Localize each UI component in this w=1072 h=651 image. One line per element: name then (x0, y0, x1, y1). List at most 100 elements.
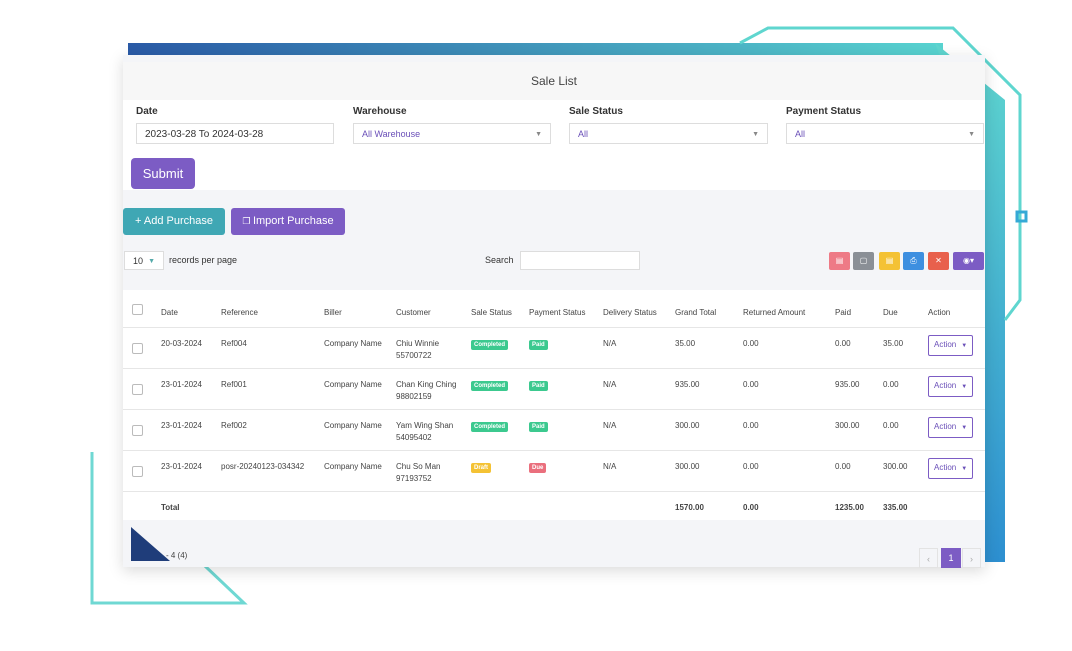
delete-button[interactable]: ✕ (928, 252, 949, 270)
action-button[interactable]: Action ▼ (928, 335, 974, 356)
cell: Paid (529, 368, 603, 410)
search-label: Search (485, 255, 514, 265)
action-button[interactable]: Action ▼ (928, 458, 974, 479)
cell: Ref002 (221, 409, 324, 451)
total-row: Total 1570.00 0.00 1235.00 335.00 (123, 492, 985, 521)
cell: Company Name (324, 368, 396, 410)
caret: ▼ (961, 466, 968, 472)
status-badge: Completed (471, 381, 509, 391)
action-button[interactable]: Action ▼ (928, 376, 974, 397)
total-cell: 1570.00 (675, 503, 704, 512)
header-cell: Sale Status (471, 290, 529, 328)
header-cell: Returned Amount (743, 290, 835, 328)
cell: 300.00 (675, 409, 743, 451)
header-cell (123, 290, 161, 328)
search-input[interactable] (520, 251, 640, 270)
cell: N/A (603, 368, 675, 410)
cell: Company Name (324, 327, 396, 369)
cell: Draft (471, 450, 529, 492)
cell: 300.00 (675, 450, 743, 492)
page-prev[interactable]: ‹ (919, 548, 938, 568)
header-cell: Grand Total (675, 290, 743, 328)
action-button[interactable]: Action ▼ (928, 417, 974, 438)
cell: 300.00 (835, 409, 883, 451)
select[interactable]: All ▼ (786, 123, 984, 144)
cell: Ref004 (221, 327, 324, 369)
status-badge: Due (529, 463, 547, 473)
cell: Completed (471, 409, 529, 451)
cell (123, 368, 161, 410)
cell: 23-01-2024 (161, 450, 221, 492)
cell: Due (529, 450, 603, 492)
action-label: Action (934, 381, 957, 390)
cell: Company Name (324, 409, 396, 451)
action-label: Action (934, 463, 957, 472)
caret: ▼ (961, 425, 968, 431)
cell: 300.00 (883, 450, 928, 492)
filter-label: Payment Status (786, 106, 862, 117)
cell: Action ▼ (928, 327, 985, 369)
table-info: - 4 (4) (166, 551, 188, 560)
cell: Chan King Ching 98802159 (396, 368, 471, 410)
table-row: 23-01-2024 Ref001 Company Name Chan King Ch… (123, 368, 985, 410)
select[interactable]: All ▼ (569, 123, 768, 144)
action-label: Action (934, 422, 957, 431)
header-cell: Date (161, 290, 221, 328)
header-cell: Paid (835, 290, 883, 328)
table-row: 23-01-2024 posr-20240123-034342 Company Na… (123, 450, 985, 492)
cell: Paid (529, 409, 603, 451)
status-badge: Paid (529, 422, 548, 432)
cell: 0.00 (743, 450, 835, 492)
page-length[interactable]: 10 ▼ (124, 251, 164, 270)
caret: ▼ (961, 384, 968, 390)
export-csv[interactable]: ▢ (853, 252, 874, 270)
status-badge: Draft (471, 463, 492, 473)
total-label: Total (161, 503, 180, 512)
add-purchase-button[interactable]: + Add Purchase (123, 208, 225, 235)
cell: 0.00 (883, 409, 928, 451)
cell: N/A (603, 327, 675, 369)
cell: 935.00 (675, 368, 743, 410)
header-cell: Reference (221, 290, 324, 328)
checkbox[interactable] (132, 342, 143, 354)
header-cell: Customer (396, 290, 471, 328)
header-cell: Action (928, 290, 985, 328)
checkbox[interactable] (132, 383, 143, 395)
total-cell: 0.00 (743, 503, 759, 512)
header-cell: Due (883, 290, 928, 328)
page-next[interactable]: › (962, 548, 981, 568)
export-excel[interactable]: ▤ (879, 252, 900, 270)
cell: 35.00 (675, 327, 743, 369)
column-visibility[interactable]: ◉▾ (953, 252, 984, 270)
print-button[interactable]: ⎙ (903, 252, 924, 270)
checkbox[interactable] (132, 424, 143, 436)
button-label: Import Purchase (252, 215, 334, 227)
checkbox[interactable] (132, 304, 143, 315)
page-number[interactable]: 1 (941, 548, 961, 568)
cell (123, 450, 161, 492)
cell: 0.00 (743, 368, 835, 410)
checkbox[interactable] (132, 465, 143, 477)
select-value: All Warehouse (362, 129, 421, 139)
records-label: records per page (169, 255, 238, 265)
cell: Chu So Man 97193752 (396, 450, 471, 492)
date-input[interactable]: 2023-03-28 To 2024-03-28 (136, 123, 334, 144)
cell: N/A (603, 450, 675, 492)
filter-label: Sale Status (569, 106, 623, 117)
cell: 0.00 (835, 450, 883, 492)
header-cell: Payment Status (529, 290, 603, 328)
total-cell: 1235.00 (835, 503, 864, 512)
cell: Chiu Winnie 55700722 (396, 327, 471, 369)
cell: 20-03-2024 (161, 327, 221, 369)
submit-button[interactable]: Submit (131, 158, 195, 189)
status-badge: Completed (471, 340, 509, 350)
import-purchase-button[interactable]: ❐ Import Purchase (231, 208, 345, 235)
select[interactable]: All Warehouse ▼ (353, 123, 551, 144)
cell: Completed (471, 368, 529, 410)
export-pdf[interactable]: ▤ (829, 252, 850, 270)
status-badge: Paid (529, 340, 548, 350)
status-badge: Completed (471, 422, 509, 432)
